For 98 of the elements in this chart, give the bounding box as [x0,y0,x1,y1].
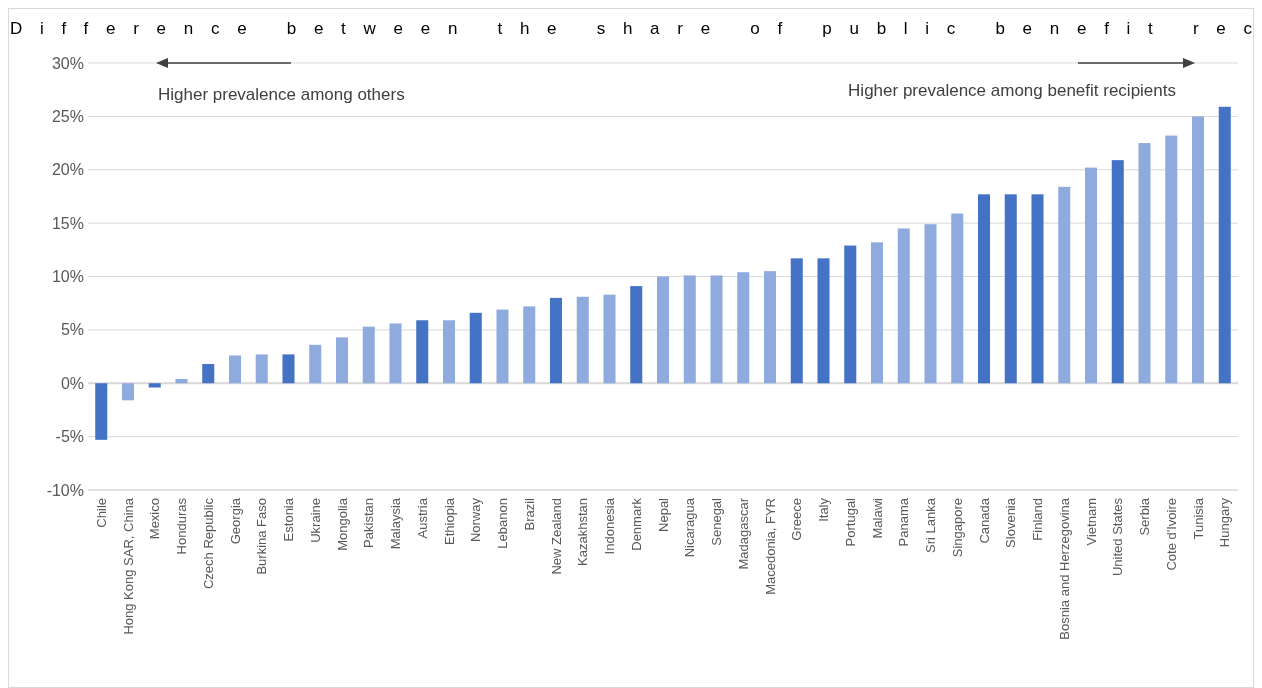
x-tick-label: Greece [789,498,805,541]
x-tick-label: Austria [414,497,430,539]
bar [202,364,215,384]
x-tick-label: Serbia [1137,497,1153,536]
x-tick-label: Hong Kong SAR, China [120,497,136,635]
bar [1165,135,1178,384]
bar [737,272,750,384]
bar [977,194,991,384]
bar [255,354,268,384]
x-tick-label: Tunisia [1190,497,1206,540]
bar [1084,167,1098,384]
bar [416,320,429,384]
bar [496,309,509,384]
bar [870,242,884,384]
x-tick-label: Macedonia, FYR [762,498,778,595]
x-tick-label: Panama [896,497,912,547]
x-tick-label: Estonia [281,497,297,542]
x-tick-label: Nepal [655,497,671,532]
bar [1004,194,1017,384]
x-tick-label: Indonesia [602,497,618,555]
x-tick-label: Mongolia [334,497,350,551]
x-tick-label: Cote d'Ivoire [1163,498,1179,571]
bar [335,337,349,384]
x-tick-label: Finland [1030,498,1046,541]
x-tick-label: Georgia [227,497,243,545]
y-tick-label: 15% [51,214,84,232]
bar [951,213,964,384]
bar [1111,160,1124,384]
x-tick-label: Portugal [842,497,858,547]
bar [897,228,910,384]
bar [683,275,696,384]
bar [362,326,375,384]
x-tick-label: Malawi [869,497,885,539]
x-tick-label: New Zealand [548,498,564,575]
x-tick-label: Sri Lanka [923,497,939,553]
bar [603,294,616,384]
x-tick-label: Kazakhstan [575,498,591,566]
x-tick-label: Singapore [949,498,965,558]
bar [844,245,857,384]
bar [790,258,803,384]
bar [282,354,295,384]
bar [656,276,670,384]
y-tick-label: -5% [55,428,84,446]
bar [95,383,108,440]
bar [1031,194,1044,384]
bar [710,275,723,384]
x-tick-label: Senegal [709,497,725,546]
bar [389,323,402,384]
bar [228,355,242,384]
y-tick-label: 10% [51,268,84,286]
x-tick-label: Hungary [1217,497,1233,548]
x-tick-label: Malaysia [388,497,404,550]
x-tick-label: Bosnia and Herzegovina [1056,497,1072,640]
bar [175,378,188,384]
bar [1191,116,1205,384]
y-tick-label: 5% [60,321,84,339]
bar [148,383,161,388]
x-tick-label: Burkina Faso [254,498,270,575]
bar [309,344,322,384]
x-tick-label: Honduras [174,497,190,555]
bar [1058,186,1071,384]
x-tick-label: Vietnam [1083,498,1099,546]
x-tick-label: Ukraine [307,498,323,543]
x-tick-label: Chile [93,498,109,528]
bar [469,312,482,384]
x-tick-label: Pakistan [361,498,377,548]
x-tick-label: Ethiopia [441,497,457,545]
bar [763,271,777,384]
x-tick-label: Italy [816,497,832,522]
bar [630,286,643,384]
x-tick-label: Mexico [147,498,163,540]
x-tick-label: Madagascar [735,497,751,570]
x-tick-label: Czech Republic [200,497,216,590]
bar [576,296,589,384]
x-tick-label: Lebanon [495,498,511,549]
y-tick-label: 20% [51,161,84,179]
annotation: Higher prevalence among others [158,85,405,104]
bar [549,297,563,384]
x-tick-label: Slovenia [1003,497,1019,548]
bar [523,306,536,384]
y-tick-label: 0% [60,374,84,392]
y-tick-label: -10% [46,481,84,499]
bar [121,383,135,401]
x-tick-label: Denmark [628,497,644,551]
x-tick-label: Nicaragua [682,497,698,558]
y-tick-label: 30% [51,54,84,72]
chart-title: Difference between the share of public benefit rec [10,19,1253,38]
x-tick-label: Brazil [521,497,537,531]
x-tick-label: Canada [976,497,992,544]
bar [1138,143,1151,384]
bar [1218,106,1231,384]
x-tick-label: Norway [468,497,484,543]
bar [817,258,830,384]
bar [442,320,456,384]
annotation: Higher prevalence among benefit recipients [848,81,1176,100]
x-tick-label: United States [1110,497,1126,577]
bar [924,224,937,384]
y-tick-label: 25% [51,107,84,125]
